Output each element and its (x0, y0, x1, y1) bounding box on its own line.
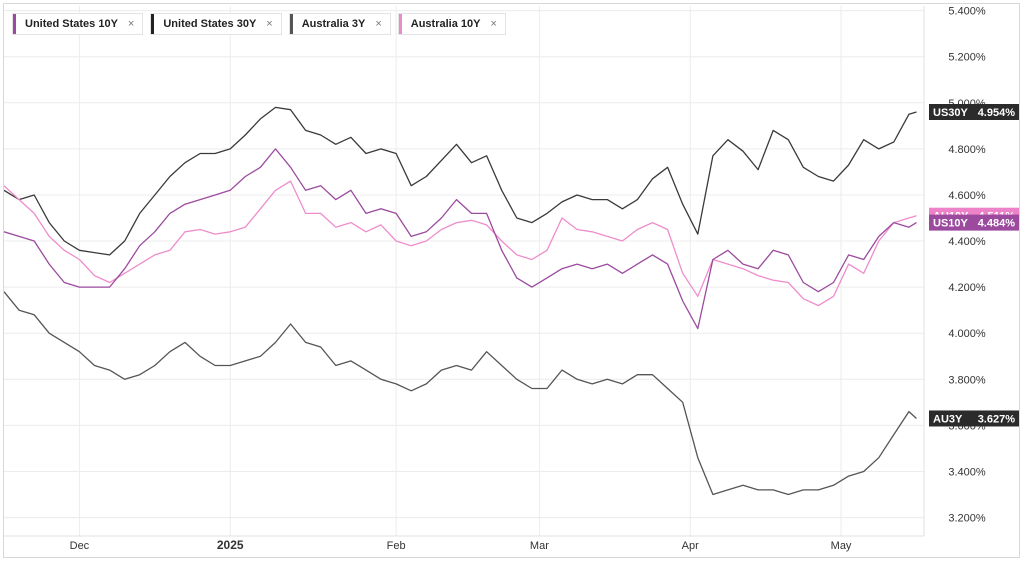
close-icon[interactable]: × (266, 18, 273, 30)
legend-chip-au3y[interactable]: Australia 3Y × (288, 13, 391, 35)
chart-frame: 3.200%3.400%3.600%3.800%4.000%4.200%4.40… (3, 3, 1020, 558)
last-value-tag-us30y: US30Y 4.954% (929, 104, 1019, 120)
series-line-us10y[interactable] (4, 148, 917, 330)
close-icon[interactable]: × (490, 18, 497, 30)
x-tick-label: Mar (530, 540, 549, 552)
tag-background (929, 410, 1019, 427)
x-tick-label: Dec (70, 540, 90, 552)
x-tick-label: Apr (682, 540, 699, 552)
y-tick-label: 3.800% (948, 374, 986, 386)
tag-symbol: US10Y (933, 218, 969, 230)
legend-chip-us30y[interactable]: United States 30Y × (150, 13, 282, 35)
y-tick-label: 4.800% (948, 144, 986, 156)
legend: United States 10Y × United States 30Y × Aust… (12, 13, 506, 35)
series-line-au10y[interactable] (4, 180, 917, 307)
x-tick-label: 2025 (217, 538, 244, 552)
last-value-tag-au3y: AU3Y 3.627% (929, 410, 1019, 427)
tag-symbol: AU3Y (933, 413, 963, 425)
x-tick-label: May (831, 540, 852, 552)
legend-swatch (289, 14, 293, 34)
close-icon[interactable]: × (127, 18, 135, 30)
y-tick-label: 3.400% (948, 466, 986, 478)
y-tick-label: 4.600% (948, 190, 986, 202)
y-tick-label: 5.400% (948, 6, 986, 18)
x-tick-label: Feb (387, 540, 406, 552)
legend-swatch (13, 14, 16, 34)
legend-chip-us10y[interactable]: United States 10Y × (12, 13, 144, 35)
tag-value: 4.954% (978, 107, 1016, 119)
close-icon[interactable]: × (375, 18, 382, 30)
last-value-tag-us10y: US10Y 4.484% (929, 214, 1019, 231)
legend-swatch (151, 14, 155, 34)
tag-background (929, 104, 1019, 120)
chart-canvas[interactable]: 3.200%3.400%3.600%3.800%4.000%4.200%4.40… (4, 4, 1019, 557)
y-tick-label: 5.200% (948, 52, 986, 64)
legend-label: Australia 10Y (410, 18, 481, 30)
y-tick-label: 3.200% (948, 513, 986, 525)
legend-label: Australia 3Y (301, 18, 366, 30)
legend-label: United States 30Y (163, 18, 257, 30)
legend-swatch (398, 14, 402, 34)
tag-background (929, 214, 1019, 231)
series-line-au3y[interactable] (4, 291, 917, 496)
tag-value: 4.484% (978, 218, 1016, 230)
series-line-us30y[interactable] (4, 106, 917, 256)
legend-chip-au10y[interactable]: Australia 10Y × (397, 13, 506, 35)
legend-label: United States 10Y (25, 18, 118, 30)
tag-symbol: US30Y (933, 107, 969, 119)
tag-value: 3.627% (978, 413, 1016, 425)
y-tick-label: 4.400% (948, 236, 986, 248)
y-tick-label: 4.200% (948, 282, 986, 294)
y-tick-label: 4.000% (948, 328, 986, 340)
